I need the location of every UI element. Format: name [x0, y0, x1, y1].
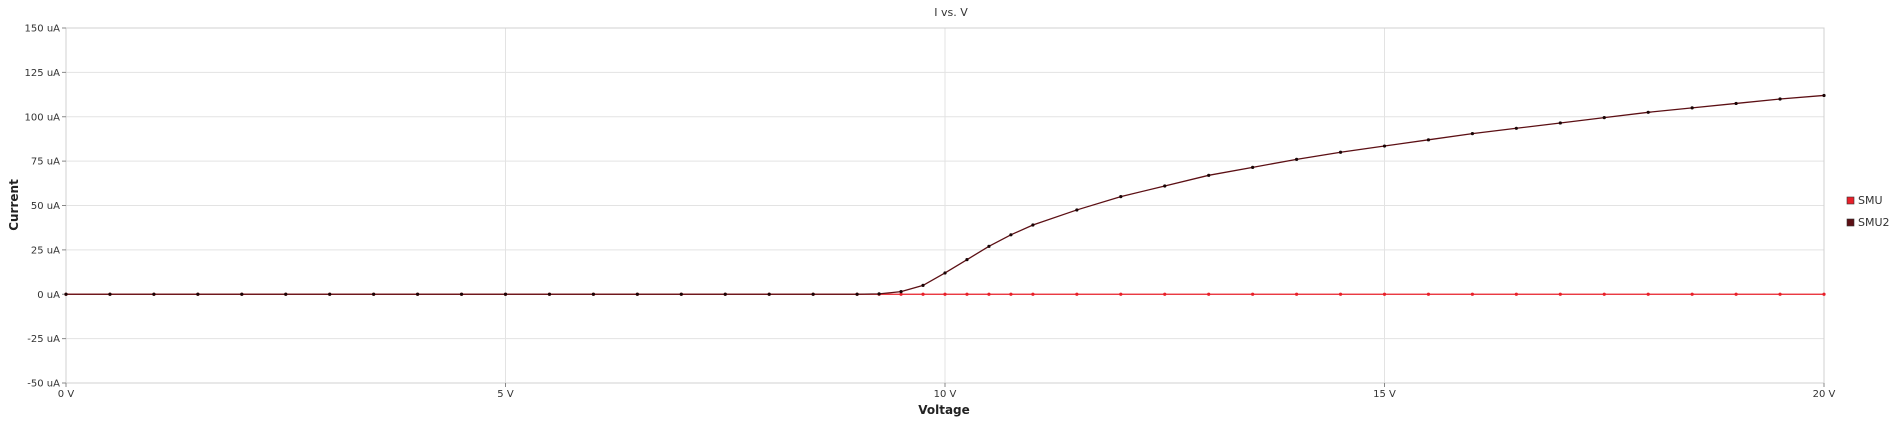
- data-point-smu2: [855, 292, 859, 296]
- data-point-smu2: [899, 289, 903, 294]
- data-point-smu2: [965, 258, 969, 262]
- data-point-smu2: [1602, 116, 1606, 120]
- data-point-smu2: [1251, 165, 1255, 169]
- data-point-smu: [1778, 292, 1782, 296]
- y-tick-label: 25 uA: [31, 245, 60, 256]
- data-point-smu2: [503, 292, 508, 296]
- data-point-smu: [1822, 292, 1826, 296]
- data-point-smu: [1690, 292, 1694, 296]
- data-point-smu2: [416, 292, 420, 296]
- data-point-smu2: [1558, 121, 1562, 125]
- y-axis-ticks: 150 uA 125 uA 100 uA 75 uA 50 uA 25 uA 0 uA -25…: [25, 24, 66, 390]
- data-point-smu2: [1207, 173, 1211, 177]
- data-point-smu2: [1778, 97, 1782, 101]
- data-point-smu2: [1690, 106, 1694, 110]
- data-point-smu: [899, 292, 903, 296]
- y-tick-label: 150 uA: [25, 24, 61, 35]
- data-point-smu2: [1822, 93, 1826, 98]
- data-point-smu: [987, 292, 991, 296]
- data-point-smu: [1382, 292, 1387, 296]
- data-point-smu: [943, 292, 947, 296]
- data-point-smu: [1338, 292, 1343, 296]
- y-axis-title: Current: [7, 179, 21, 231]
- data-point-smu: [1426, 292, 1431, 296]
- y-tick-label: 100 uA: [25, 112, 61, 123]
- data-point-smu2: [679, 292, 683, 296]
- data-point-smu: [1470, 292, 1474, 296]
- data-point-smu2: [723, 292, 727, 296]
- data-point-smu: [1514, 292, 1518, 296]
- series: [64, 93, 1826, 296]
- data-point-smu: [1602, 292, 1606, 296]
- x-axis-title: Voltage: [918, 403, 970, 417]
- data-point-smu2: [1646, 110, 1650, 114]
- data-point-smu: [1646, 292, 1650, 296]
- data-point-smu2: [877, 292, 881, 296]
- grid: [65, 27, 1825, 384]
- data-point-smu: [1251, 292, 1255, 296]
- data-point-smu2: [240, 292, 244, 296]
- data-point-smu2: [1338, 150, 1343, 154]
- data-point-smu2: [811, 292, 815, 296]
- data-point-smu2: [64, 292, 68, 296]
- data-point-smu2: [459, 292, 464, 296]
- x-tick-label: 15 V: [1373, 389, 1396, 400]
- data-point-smu2: [1514, 126, 1518, 130]
- data-point-smu2: [635, 292, 639, 296]
- data-point-smu: [1009, 292, 1013, 296]
- data-point-smu2: [943, 271, 947, 275]
- data-point-smu2: [547, 292, 552, 296]
- data-point-smu: [1207, 292, 1211, 296]
- data-point-smu2: [1119, 195, 1123, 199]
- y-tick-label: 75 uA: [31, 157, 60, 168]
- data-point-smu2: [591, 292, 596, 296]
- data-point-smu2: [152, 292, 156, 296]
- data-point-smu: [1031, 292, 1035, 296]
- data-point-smu2: [284, 292, 288, 296]
- x-axis-ticks: 0 V 5 V 10 V 15 V 20 V: [58, 383, 1836, 400]
- data-point-smu: [921, 292, 925, 296]
- legend-label-smu2: SMU2: [1858, 216, 1890, 229]
- data-point-smu: [1558, 292, 1562, 296]
- data-point-smu2: [1382, 144, 1387, 148]
- data-point-smu2: [108, 292, 112, 296]
- data-point-smu: [1119, 292, 1123, 296]
- y-tick-label: -25 uA: [27, 334, 60, 345]
- legend[interactable]: SMU SMU2: [1846, 194, 1890, 229]
- data-point-smu2: [1009, 233, 1013, 237]
- legend-swatch-smu: [1846, 196, 1855, 205]
- data-point-smu: [1075, 292, 1079, 296]
- data-point-smu: [1163, 292, 1167, 296]
- data-point-smu2: [1295, 157, 1299, 161]
- data-point-smu2: [1734, 101, 1738, 106]
- series-smu2: [64, 93, 1826, 296]
- data-point-smu2: [1470, 132, 1474, 136]
- data-point-smu2: [1031, 223, 1035, 227]
- x-tick-label: 20 V: [1813, 389, 1836, 400]
- data-point-smu2: [372, 292, 376, 296]
- data-point-smu2: [1163, 184, 1167, 188]
- x-tick-label: 0 V: [58, 389, 75, 400]
- data-point-smu: [1295, 292, 1299, 296]
- data-point-smu: [965, 292, 969, 296]
- legend-label-smu: SMU: [1858, 194, 1883, 207]
- data-point-smu2: [987, 244, 991, 248]
- data-point-smu2: [1075, 208, 1079, 212]
- x-tick-label: 5 V: [497, 389, 514, 400]
- y-tick-label: 50 uA: [31, 201, 60, 212]
- chart-title: I vs. V: [934, 6, 968, 19]
- data-point-smu: [1734, 292, 1738, 296]
- y-tick-label: -50 uA: [27, 379, 60, 390]
- data-point-smu2: [196, 292, 200, 296]
- data-point-smu2: [1426, 138, 1431, 142]
- legend-swatch-smu2: [1846, 218, 1855, 227]
- data-point-smu2: [328, 292, 332, 296]
- y-tick-label: 0 uA: [37, 290, 60, 301]
- y-tick-label: 125 uA: [25, 68, 61, 79]
- x-tick-label: 10 V: [934, 389, 957, 400]
- data-point-smu2: [921, 283, 925, 287]
- data-point-smu2: [767, 292, 771, 296]
